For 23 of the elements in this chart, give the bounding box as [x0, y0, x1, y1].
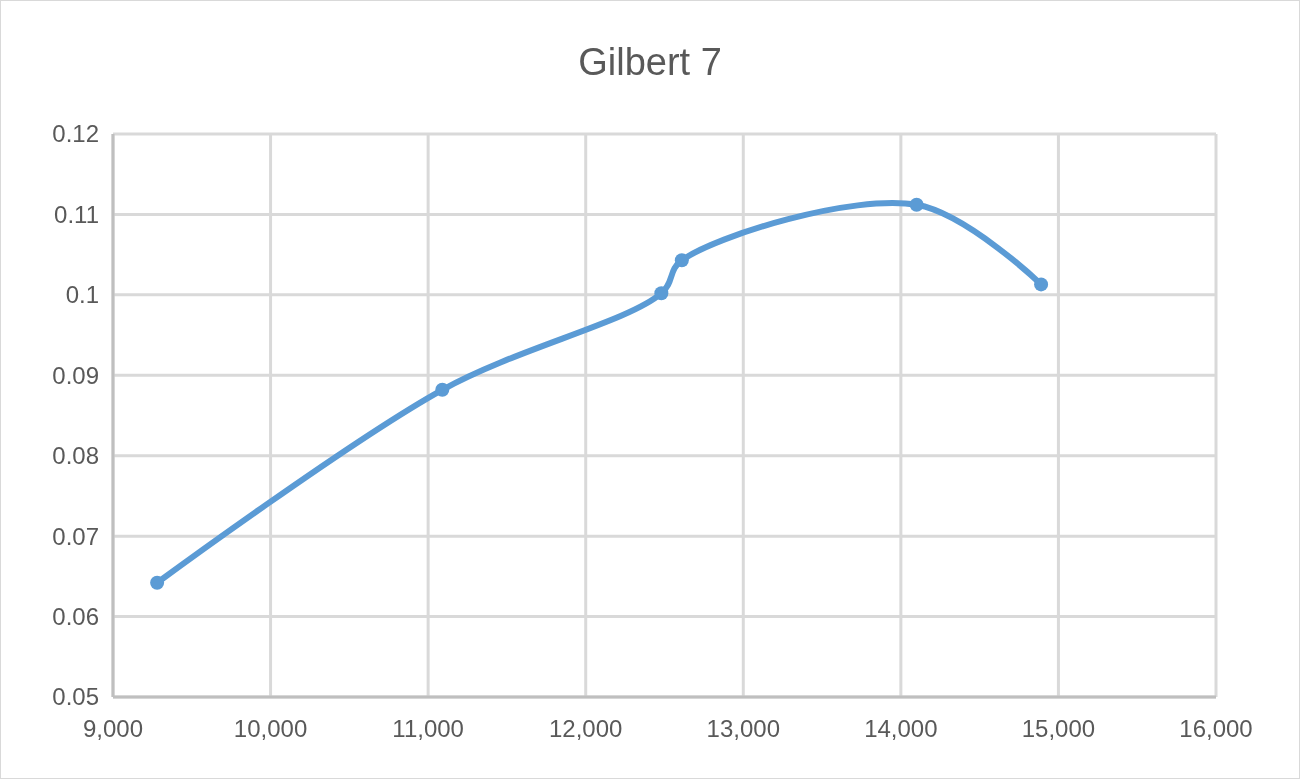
y-tick-label: 0.11: [54, 200, 99, 228]
chart-title: Gilbert 7: [578, 41, 722, 83]
x-tick-label: 14,000: [864, 715, 938, 742]
point: [909, 197, 924, 212]
x-tick-label: 16,000: [1179, 715, 1253, 742]
point: [150, 575, 165, 590]
x-tick-label: 13,000: [706, 715, 780, 742]
x-tick-label: 10,000: [233, 715, 308, 742]
y-tick-label: 0.06: [52, 602, 99, 630]
point: [1034, 277, 1049, 292]
x-tick-label: 15,000: [1021, 715, 1096, 742]
y-tick-label: 0.05: [52, 683, 99, 711]
y-tick-label: 0.08: [52, 442, 99, 470]
x-tick-label: 9,000: [82, 715, 144, 742]
point: [435, 382, 450, 397]
x-tick-label: 12,000: [549, 715, 623, 742]
point: [654, 286, 669, 301]
y-tick-label: 0.07: [52, 522, 99, 550]
y-tick-label: 0.1: [65, 281, 99, 309]
x-tick-label: 11,000: [392, 715, 464, 742]
point: [674, 253, 689, 268]
y-tick-label: 0.09: [52, 361, 99, 389]
y-tick-label: 0.12: [52, 120, 99, 148]
